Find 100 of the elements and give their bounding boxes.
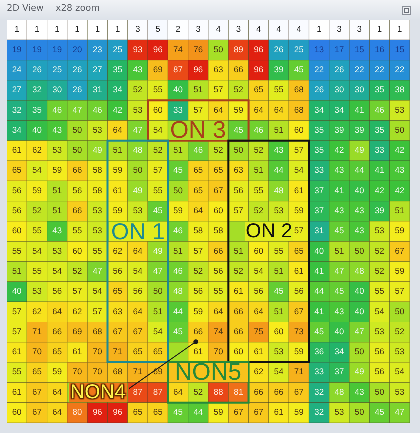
data-label: 65 xyxy=(194,165,204,176)
data-label: 20 xyxy=(72,44,83,54)
data-label: 55 xyxy=(254,185,264,196)
data-label: 65 xyxy=(113,286,123,296)
data-label: 54 xyxy=(52,266,62,276)
data-label: 40 xyxy=(334,326,344,336)
data-label: 50 xyxy=(375,386,385,397)
data-label: 64 xyxy=(133,246,143,256)
data-label: 16 xyxy=(375,44,385,54)
data-label: 51 xyxy=(113,145,123,156)
data-label: 66 xyxy=(254,386,264,397)
data-label: 30 xyxy=(334,84,344,95)
data-label: 68 xyxy=(92,326,103,336)
data-label: 55 xyxy=(12,366,22,377)
data-label: 55 xyxy=(72,226,83,236)
data-label: 61 xyxy=(12,145,22,156)
data-label: 54 xyxy=(153,326,164,336)
data-label: 26 xyxy=(274,44,284,54)
data-label: 57 xyxy=(194,246,204,256)
data-label: 31 xyxy=(314,226,324,236)
data-label: 62 xyxy=(72,306,83,316)
data-label: 34 xyxy=(334,104,344,115)
data-label: 55 xyxy=(153,185,164,196)
data-label: 33 xyxy=(375,145,385,156)
data-label: 34 xyxy=(334,346,344,357)
data-label: 48 xyxy=(334,386,344,397)
data-label: 76 xyxy=(194,44,204,54)
data-label: 54 xyxy=(153,124,164,135)
data-label: 64 xyxy=(174,386,184,397)
data-label: 42 xyxy=(334,145,344,156)
data-label: 53 xyxy=(274,346,284,357)
data-label: 43 xyxy=(354,226,365,236)
data-label: 37 xyxy=(314,206,324,216)
data-label: 55 xyxy=(214,286,224,296)
data-label: 35 xyxy=(32,104,42,115)
data-label: 96 xyxy=(254,44,264,54)
data-label: 3 xyxy=(337,24,342,34)
data-label: 64 xyxy=(214,104,224,115)
data-label: 47 xyxy=(133,124,143,135)
data-label: 43 xyxy=(133,64,143,75)
data-label: 57 xyxy=(153,165,164,176)
data-label: 41 xyxy=(334,185,344,196)
data-label: 60 xyxy=(294,124,304,135)
data-label: 59 xyxy=(395,226,405,236)
data-label: 47 xyxy=(153,266,164,276)
data-label: 47 xyxy=(395,407,405,418)
data-label: 35 xyxy=(314,145,324,156)
data-label: 50 xyxy=(354,346,365,357)
data-label: 4 xyxy=(296,24,302,34)
data-label: 43 xyxy=(354,386,365,397)
data-label: 45 xyxy=(375,407,385,418)
data-label: 35 xyxy=(375,84,385,95)
data-label: 24 xyxy=(12,64,22,75)
data-label: 53 xyxy=(52,246,62,256)
data-label: 53 xyxy=(375,326,385,336)
data-label: 53 xyxy=(395,104,405,115)
data-label: 54 xyxy=(32,165,42,176)
data-label: 59 xyxy=(32,185,42,196)
data-label: 52 xyxy=(234,266,244,276)
data-label: 71 xyxy=(32,326,42,336)
data-label: 30 xyxy=(354,84,365,95)
data-label: 53 xyxy=(375,226,385,236)
data-label: 56 xyxy=(12,206,22,216)
data-label: 44 xyxy=(194,407,204,418)
chart-subtitle: x28 zoom xyxy=(56,4,100,14)
data-label: 73 xyxy=(294,326,304,336)
data-label: 89 xyxy=(234,44,244,54)
data-label: 26 xyxy=(32,64,42,75)
data-label: 51 xyxy=(254,165,264,176)
data-label: 65 xyxy=(294,246,304,256)
data-label: 66 xyxy=(234,326,244,336)
data-label: 51 xyxy=(153,306,164,316)
data-label: 56 xyxy=(133,286,143,296)
data-label: 33 xyxy=(314,165,324,176)
data-label: 4 xyxy=(276,24,282,34)
data-label: 35 xyxy=(113,64,123,75)
data-label: 48 xyxy=(174,286,184,296)
data-label: 45 xyxy=(174,165,184,176)
data-label: 22 xyxy=(314,64,324,75)
data-label: 33 xyxy=(314,366,324,377)
data-label: 56 xyxy=(214,266,224,276)
data-label: 13 xyxy=(314,44,324,54)
data-label: 44 xyxy=(354,165,365,176)
data-label: 40 xyxy=(314,246,324,256)
data-label: 43 xyxy=(334,206,344,216)
data-label: 61 xyxy=(234,286,244,296)
data-label: 39 xyxy=(334,124,344,135)
data-label: 61 xyxy=(12,346,22,357)
data-label: 65 xyxy=(133,407,143,418)
data-label: 40 xyxy=(354,185,365,196)
data-label: 35 xyxy=(375,124,385,135)
data-label: 63 xyxy=(214,64,224,75)
data-label: 52 xyxy=(254,145,264,156)
data-label: 53 xyxy=(133,104,143,115)
data-label: 43 xyxy=(334,306,344,316)
data-label: 22 xyxy=(395,64,405,75)
data-label: 65 xyxy=(153,407,164,418)
data-label: 59 xyxy=(395,266,405,276)
data-label: 61 xyxy=(113,185,123,196)
data-label: 56 xyxy=(375,366,385,377)
